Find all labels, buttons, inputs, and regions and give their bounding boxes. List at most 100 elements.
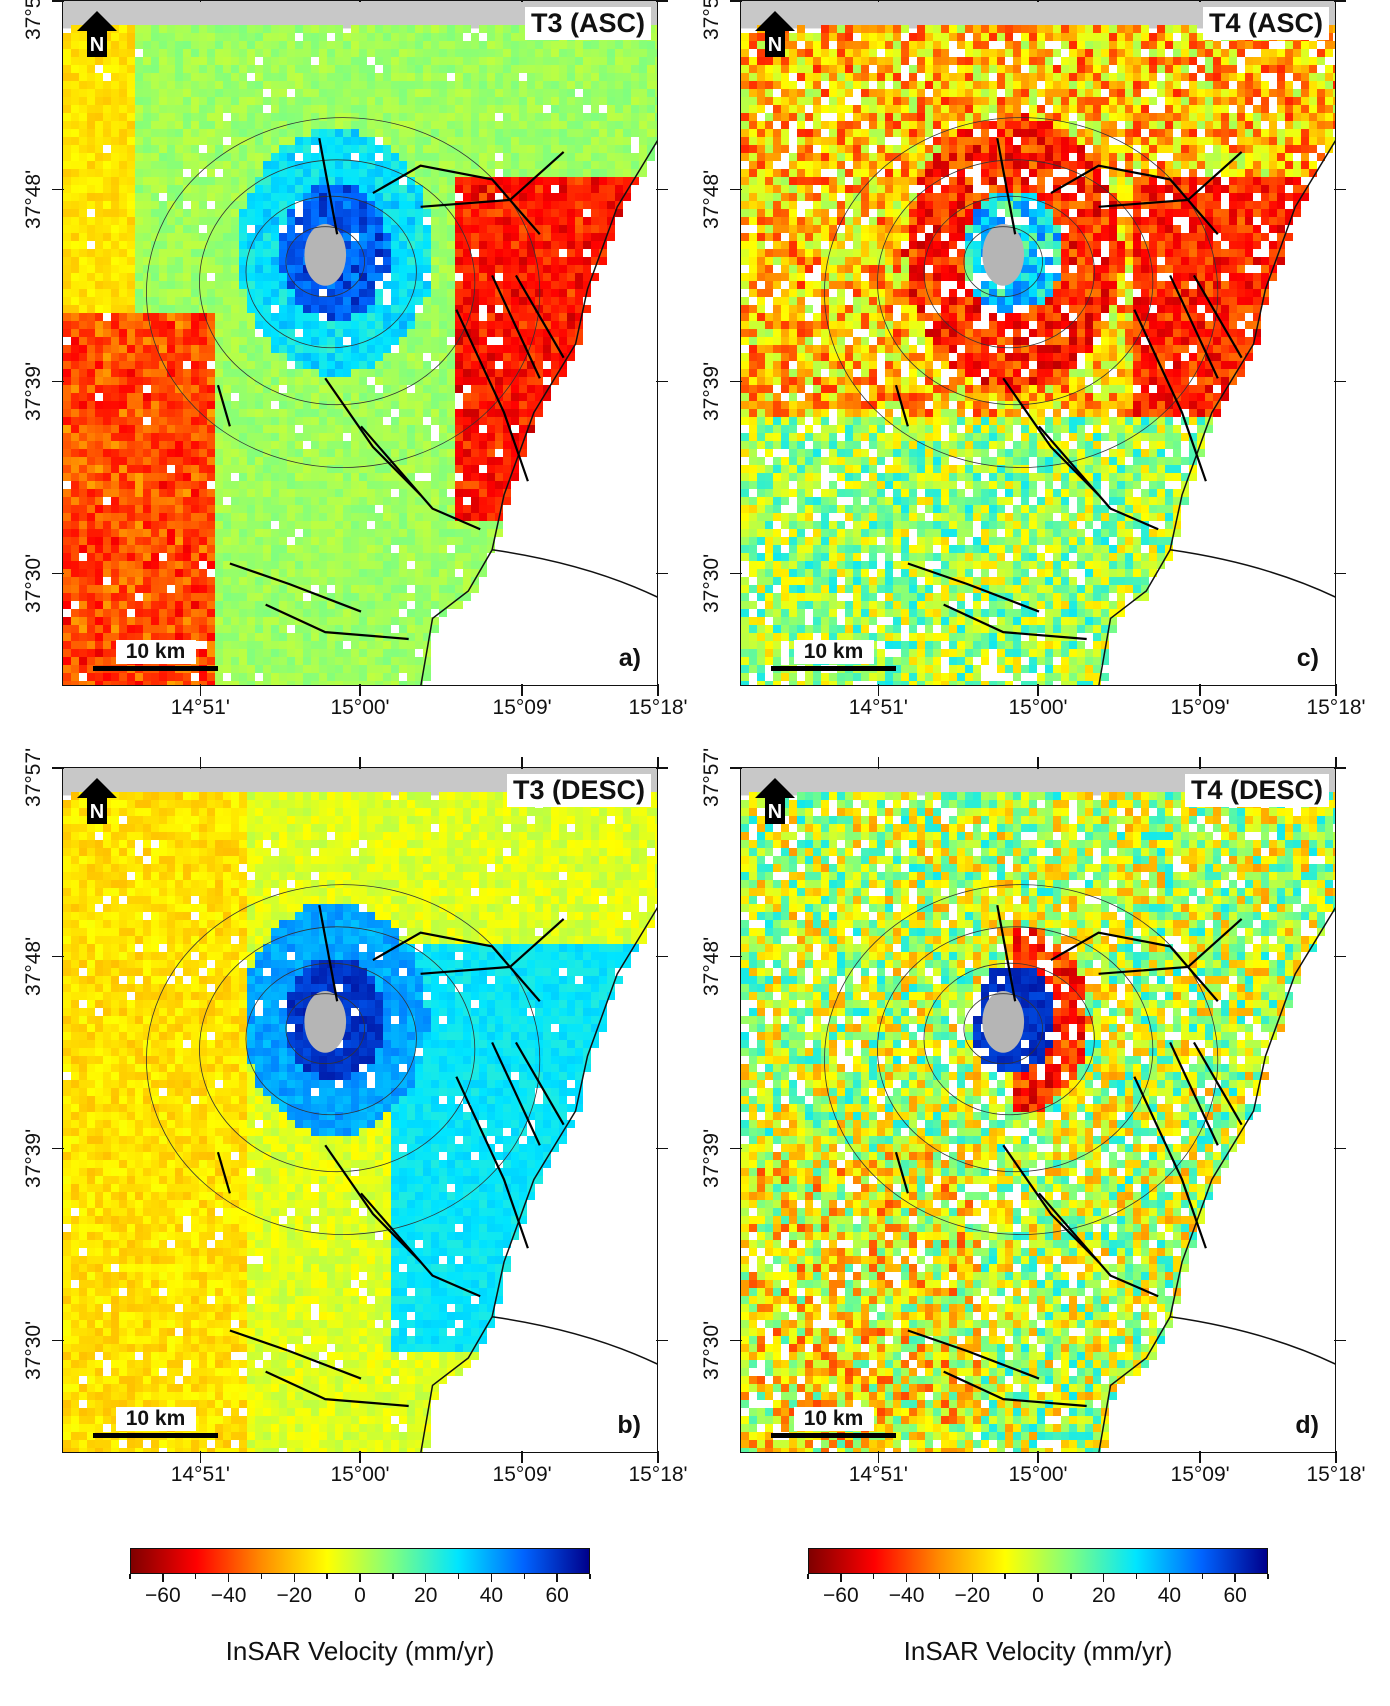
colorbar-minor-tick — [326, 1574, 328, 1579]
longitude-tick — [359, 757, 361, 769]
latitude-tick — [1334, 188, 1346, 191]
latitude-tick — [1334, 0, 1346, 2]
latitude-tick — [656, 1147, 668, 1150]
colorbar-tick — [1102, 1574, 1105, 1582]
latitude-label: 37°30' — [700, 553, 723, 613]
longitude-label: 15°18' — [628, 1463, 688, 1486]
latitude-label: 37°57' — [700, 0, 723, 40]
longitude-tick — [199, 757, 202, 769]
longitude-tick — [521, 684, 523, 696]
colorbar-tick-label: 0 — [354, 1584, 366, 1607]
latitude-tick — [52, 955, 64, 958]
longitude-tick — [199, 1451, 202, 1463]
elevation-contour — [877, 926, 1154, 1173]
fault-line — [894, 384, 909, 427]
elevation-contour — [199, 926, 476, 1173]
longitude-tick — [657, 1451, 659, 1463]
colorbar-left: InSAR Velocity (mm/yr) −60 −40 −20 0 20 40 60 — [129, 1548, 591, 1678]
longitude-label: 14°51' — [170, 1463, 230, 1486]
colorbar-minor-tick — [260, 1574, 263, 1579]
longitude-tick — [877, 684, 880, 696]
fault-line — [1169, 274, 1219, 379]
scale-bar: 10 km — [771, 640, 896, 671]
panel-c: N T4 (ASC) c) 10 km 14°51' 15°00' 15°09' 15°18'… — [678, 0, 1366, 766]
colorbar-tick — [359, 1574, 361, 1582]
fault-line — [420, 918, 565, 975]
fault-line — [515, 1041, 565, 1126]
north-arrow-icon: N — [755, 778, 795, 824]
latitude-tick — [1334, 955, 1346, 958]
colorbar-tick — [1168, 1574, 1171, 1582]
elevation-contour — [923, 962, 1095, 1116]
panel-letter: a) — [614, 644, 645, 673]
colorbar-tick — [971, 1574, 974, 1582]
longitude-tick — [1335, 757, 1337, 769]
longitude-tick — [657, 684, 659, 696]
scale-bar: 10 km — [93, 1407, 218, 1438]
north-label: N — [90, 34, 104, 56]
summit-area — [304, 223, 347, 286]
elevation-contour — [146, 884, 541, 1235]
north-label: N — [768, 34, 782, 56]
fault-line — [360, 1192, 481, 1298]
scale-label: 10 km — [115, 640, 196, 664]
longitude-tick — [1199, 757, 1201, 769]
fault-line — [324, 1144, 422, 1263]
colorbar-tick-label: 0 — [1032, 1584, 1044, 1607]
colorbar-tick-label: −60 — [823, 1584, 859, 1607]
fault-line — [491, 1041, 541, 1146]
colorbar-gradient — [808, 1548, 1268, 1574]
latitude-tick — [52, 380, 64, 383]
fault-line — [1002, 377, 1100, 496]
colorbar-minor-tick — [1267, 1574, 1269, 1579]
colorbar-tick-label: −40 — [210, 1584, 247, 1607]
colorbar-tick — [840, 1574, 842, 1582]
latitude-label: 37°30' — [22, 553, 45, 613]
colorbar-title: InSAR Velocity (mm/yr) — [225, 1636, 495, 1666]
colorbar-minor-tick — [1004, 1574, 1006, 1579]
longitude-tick — [1037, 0, 1039, 2]
velocity-map — [63, 768, 657, 1452]
colorbar-tick-label: −20 — [954, 1584, 991, 1607]
coastline — [420, 907, 657, 1452]
scale-bar-line — [771, 1433, 896, 1438]
elevation-contour — [877, 159, 1154, 406]
latitude-label: 37°39' — [700, 1128, 723, 1188]
latitude-tick — [656, 188, 668, 191]
longitude-label: 15°00' — [330, 1463, 390, 1486]
latitude-tick — [1334, 572, 1346, 575]
latitude-label: 37°39' — [700, 361, 723, 421]
latitude-label: 37°57' — [700, 747, 723, 807]
colorbar-minor-tick — [129, 1574, 131, 1579]
scale-bar-line — [93, 1433, 218, 1438]
longitude-label: 15°18' — [628, 696, 688, 719]
panel-title: T3 (ASC) — [525, 7, 651, 40]
scale-label: 10 km — [793, 640, 874, 664]
latitude-label: 37°57' — [22, 747, 45, 807]
longitude-label: 15°00' — [330, 696, 390, 719]
fault-line — [1038, 425, 1159, 531]
longitude-label: 14°51' — [170, 696, 230, 719]
scale-bar-line — [93, 666, 218, 671]
colorbar-tick — [1037, 1574, 1039, 1582]
colorbar-tick — [424, 1574, 427, 1582]
colorbar-tick-label: 20 — [1092, 1584, 1116, 1607]
north-label: N — [768, 801, 782, 823]
latitude-tick — [52, 1147, 64, 1150]
velocity-field — [741, 792, 1335, 1452]
panel-letter: c) — [1292, 644, 1323, 673]
latitude-tick — [656, 767, 668, 769]
elevation-contour — [824, 117, 1219, 468]
colorbar-tick-label: −20 — [276, 1584, 313, 1607]
fault-line — [943, 1370, 1087, 1408]
map-frame: N T4 (DESC) d) 10 km — [740, 767, 1336, 1453]
longitude-tick — [359, 684, 361, 696]
elevation-contour — [285, 993, 365, 1065]
fault-line — [318, 904, 339, 1002]
longitude-tick — [1199, 684, 1201, 696]
colorbar-minor-tick — [1135, 1574, 1138, 1579]
summit-area — [982, 223, 1025, 286]
north-arrow-icon: N — [77, 778, 117, 824]
colorbar-minor-tick — [457, 1574, 460, 1579]
colorbar-minor-tick — [392, 1574, 394, 1579]
